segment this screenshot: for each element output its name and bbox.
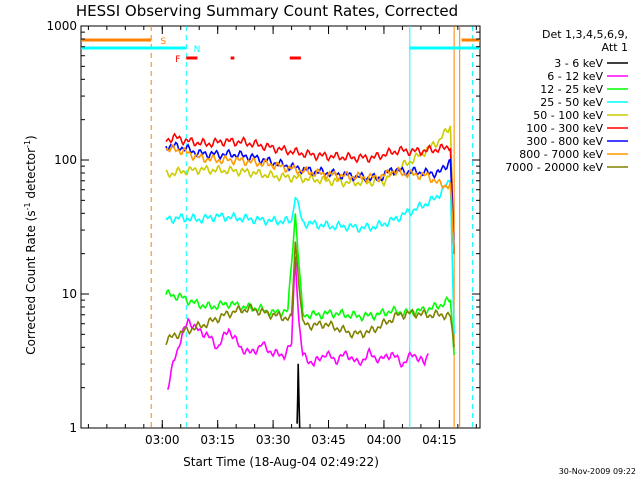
series-line-1 (167, 256, 430, 390)
x-tick-label-3: 03:45 (311, 433, 346, 447)
x-tick-label-5: 04:15 (422, 433, 457, 447)
flag-bars: S N F (81, 37, 480, 65)
series-line-5 (165, 132, 455, 254)
legend-label-7: 800 - 7000 keV (519, 148, 603, 161)
y-tick-label-1: 10 (62, 287, 77, 301)
x-tick-label-0: 03:00 (145, 433, 180, 447)
legend-header-2: Att 1 (602, 41, 628, 54)
series-line-4 (165, 125, 455, 254)
y-axis-label-main: Corrected Count Rate (s (24, 210, 38, 354)
series-line-7 (165, 144, 455, 254)
x-tick-label-4: 04:00 (367, 433, 402, 447)
flag-S-label: S (160, 37, 166, 47)
y-tick-label-2: 100 (54, 153, 77, 167)
series-line-0 (296, 363, 301, 429)
legend-label-1: 6 - 12 keV (547, 70, 603, 83)
y-axis-label-end: ) (24, 135, 38, 140)
footer-stamp: 30-Nov-2009 09:22 (559, 467, 636, 476)
y-axis-label-mid: detector (24, 148, 38, 203)
legend-label-4: 50 - 100 keV (533, 109, 603, 122)
legend-label-3: 25 - 50 keV (540, 96, 603, 109)
x-tick-label-1: 03:15 (200, 433, 235, 447)
legend-header-1: Det 1,3,4,5,6,9, (542, 28, 628, 41)
time-markers (150, 26, 474, 428)
legend-label-8: 7000 - 20000 keV (505, 161, 603, 174)
legend-label-2: 12 - 25 keV (540, 83, 603, 96)
y-axis-label-exp2: -1 (23, 140, 32, 148)
series-line-8 (165, 241, 455, 348)
y-tick-label-0: 1 (69, 421, 77, 435)
y-tick-label-3: 1000 (46, 19, 77, 33)
y-axis-label: Corrected Count Rate (s-1 detector-1) (23, 135, 38, 354)
series-line-2 (165, 213, 455, 356)
x-tick-label-2: 03:30 (256, 433, 291, 447)
legend-label-0: 3 - 6 keV (554, 57, 603, 70)
plot-frame (80, 25, 481, 429)
series-group (165, 125, 455, 429)
axis-ticks: 03:00 03:15 03:30 03:45 04:00 04:15 1 10 100 1000 (46, 19, 480, 447)
y-axis-label-exp1: -1 (23, 202, 32, 210)
plot-border (80, 25, 481, 429)
series-line-3 (165, 179, 455, 335)
chart-title: HESSI Observing Summary Count Rates, Cor… (76, 2, 458, 20)
legend-label-6: 300 - 800 keV (526, 135, 603, 148)
legend-label-5: 100 - 300 keV (526, 122, 603, 135)
flag-F-label: F (175, 55, 180, 65)
flag-N-label: N (194, 45, 201, 55)
x-axis-label: Start Time (18-Aug-04 02:49:22) (183, 455, 379, 469)
